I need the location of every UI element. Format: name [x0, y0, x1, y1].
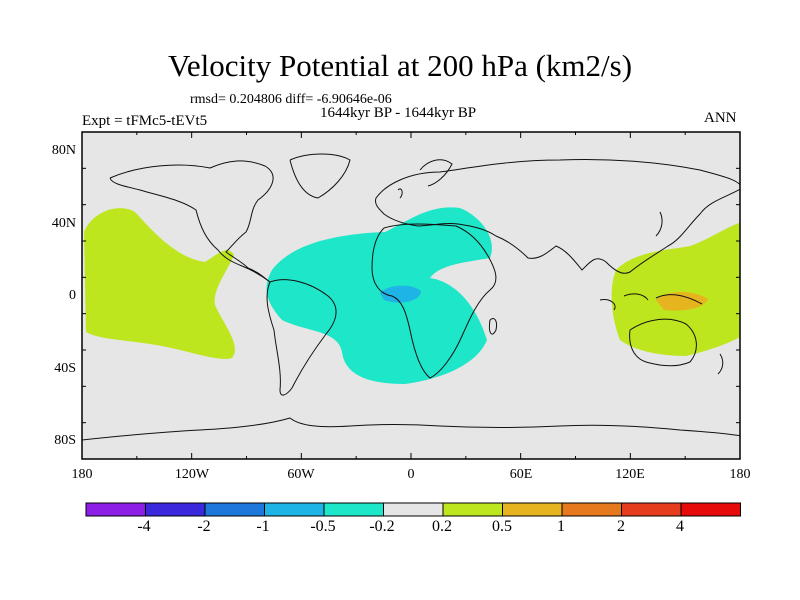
colorbar-label: -2	[197, 518, 211, 535]
colorbar-box	[145, 502, 206, 517]
axis-tick-marks	[81, 131, 741, 460]
lat-tick-label: 80S	[54, 433, 76, 448]
lat-tick-label: 80N	[51, 143, 76, 158]
plot-title: Velocity Potential at 200 hPa (km2/s)	[167, 48, 633, 83]
colorbar-box	[680, 502, 741, 517]
lon-tick-label: 180	[729, 467, 751, 482]
colorbar-label: 1	[557, 518, 565, 535]
lon-tick-label: 120E	[615, 467, 645, 482]
lon-tick-label: 120W	[174, 467, 210, 482]
contour-fill-layer	[82, 153, 740, 441]
gulf-of-guinea-negative-region	[380, 285, 421, 303]
colorbar-box	[502, 502, 563, 517]
new-guinea-positive-region	[656, 292, 708, 311]
coastlines	[82, 153, 740, 441]
colorbar-label: 0.2	[432, 518, 452, 535]
colorbar-label: -0.2	[369, 518, 395, 535]
colorbar-box	[323, 502, 384, 517]
colorbar-label: 0.5	[492, 518, 512, 535]
lon-tick-label: 60E	[509, 467, 533, 482]
colorbar-label: -4	[137, 518, 151, 535]
lat-tick-label: 40S	[54, 361, 76, 376]
colorbar	[85, 502, 741, 517]
pacific-positive-region	[84, 208, 235, 359]
colorbar-box	[383, 502, 444, 517]
lon-tick-label: 60W	[287, 467, 315, 482]
colorbar-label: 2	[617, 518, 625, 535]
colorbar-box	[264, 502, 325, 517]
lon-tick-label: 0	[407, 467, 415, 482]
period-label: 1644kyr BP - 1644kyr BP	[320, 105, 477, 121]
lat-tick-label: 0	[69, 288, 76, 303]
lon-tick-label: 180	[71, 467, 93, 482]
lat-tick-label: 40N	[51, 216, 76, 231]
experiment-label: Expt = tFMc5-tEVt5	[82, 113, 208, 129]
season-label: ANN	[704, 110, 737, 126]
atlantic-africa-negative-region	[266, 207, 492, 384]
colorbar-label: 4	[676, 518, 684, 535]
colorbar-label: -1	[256, 518, 270, 535]
stats-line: rmsd= 0.204806 diff= -6.90646e-06	[190, 92, 392, 107]
colorbar-box	[442, 502, 503, 517]
colorbar-box	[85, 502, 146, 517]
colorbar-box	[204, 502, 265, 517]
colorbar-box	[561, 502, 622, 517]
colorbar-label: -0.5	[310, 518, 336, 535]
colorbar-box	[621, 502, 682, 517]
